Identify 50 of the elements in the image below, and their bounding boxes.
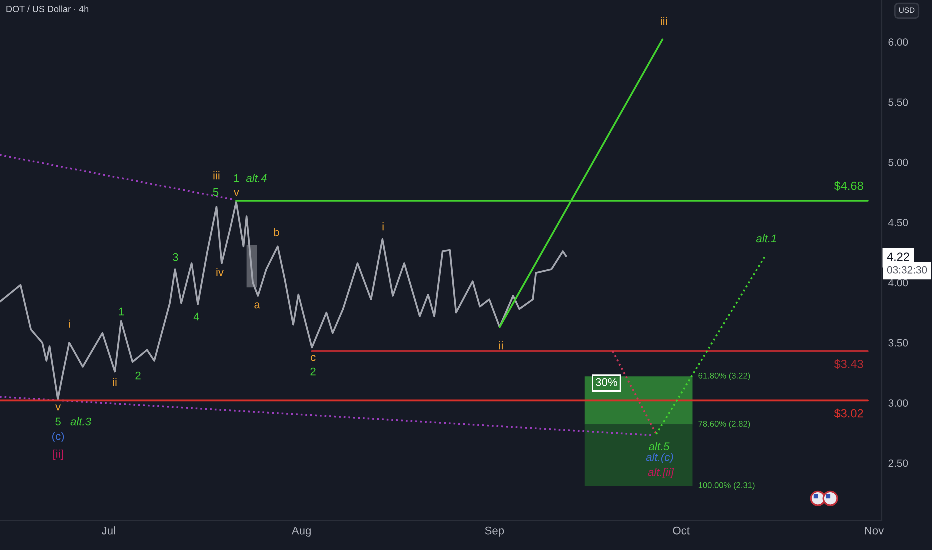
x-tick-label: Aug bbox=[292, 526, 311, 537]
x-tick-label: Sep bbox=[485, 526, 504, 537]
x-tick-label: Jul bbox=[102, 526, 116, 535]
annotation: (c) bbox=[52, 432, 64, 442]
annotation: 1 bbox=[119, 308, 124, 316]
annotation: c bbox=[310, 355, 316, 362]
annotation: 2 bbox=[136, 372, 141, 380]
data-label: $3.02 bbox=[834, 408, 864, 418]
annotation: 78.60% (2.82) bbox=[698, 420, 750, 429]
annotation: iii bbox=[661, 17, 668, 26]
annotation: ii bbox=[500, 342, 503, 350]
data-label: $4.68 bbox=[834, 181, 864, 191]
annotation: b bbox=[274, 228, 280, 236]
y-tick-label: 5.50 bbox=[888, 98, 908, 106]
annotation: a bbox=[254, 302, 260, 309]
text: 4.22 bbox=[887, 252, 910, 262]
annotation: alt.1 bbox=[756, 234, 776, 243]
annotation: alt.(c) bbox=[646, 453, 674, 464]
y-tick-label: 5.00 bbox=[888, 158, 908, 166]
annotation: 61.80% (3.22) bbox=[698, 372, 750, 380]
y-tick-label: 4.00 bbox=[888, 279, 908, 287]
y-tick-label: 3.00 bbox=[888, 400, 908, 407]
annotation: 4 bbox=[194, 312, 200, 321]
x-tick-label: Nov bbox=[865, 526, 884, 535]
annotation: 1 bbox=[234, 174, 240, 182]
annotation: ii bbox=[113, 378, 117, 386]
annotation: v bbox=[56, 404, 62, 411]
annotation: v bbox=[234, 190, 240, 196]
annotation: alt.5 bbox=[648, 442, 670, 451]
annotation: i bbox=[382, 222, 384, 231]
y-tick-label: 6.00 bbox=[888, 38, 908, 46]
y-tick-label: 4.50 bbox=[888, 219, 908, 226]
annotation: 2 bbox=[310, 368, 316, 376]
text: DOT / US Dollar · 4h bbox=[6, 6, 89, 12]
annotation: iv bbox=[216, 268, 224, 276]
y-tick-label: 2.50 bbox=[888, 460, 908, 468]
annotation: [ii] bbox=[54, 450, 64, 460]
annotation: 3 bbox=[173, 253, 178, 262]
annotation: alt.4 bbox=[246, 174, 267, 182]
annotation: 100.00% (2.31) bbox=[698, 482, 755, 490]
text: 03:32:30 bbox=[887, 266, 928, 274]
annotation: 5 bbox=[213, 188, 219, 196]
annotation: 5 bbox=[56, 418, 61, 426]
annotation: 30% bbox=[596, 378, 618, 386]
annotation: alt.[ii] bbox=[648, 468, 674, 478]
annotation: alt.3 bbox=[70, 418, 92, 426]
annotation: iii bbox=[214, 172, 220, 180]
data-label: $3.43 bbox=[834, 360, 864, 370]
y-tick-label: 3.50 bbox=[888, 339, 908, 347]
x-tick-label: Oct bbox=[673, 526, 690, 535]
